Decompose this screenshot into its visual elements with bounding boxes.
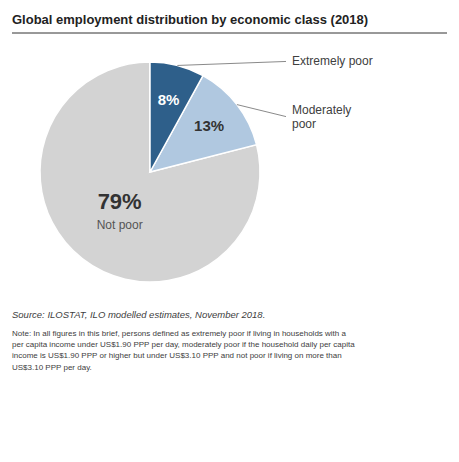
data-label: 79% — [98, 189, 142, 214]
source: Source: ILOSTAT, ILO modelled estimates,… — [12, 309, 265, 320]
title: Global employment distribution by econom… — [12, 12, 368, 27]
data-label: 13% — [194, 117, 224, 134]
category-label: Moderatelypoor — [292, 103, 351, 131]
pie-slice — [40, 62, 260, 282]
category-label: Extremely poor — [292, 54, 373, 68]
chart-container: Global employment distribution by econom… — [0, 0, 459, 462]
data-label: 8% — [158, 91, 180, 108]
pie — [40, 62, 260, 282]
chart-svg: Global employment distribution by econom… — [0, 0, 459, 462]
leader-line — [177, 61, 286, 65]
leader-line — [237, 105, 286, 117]
category-label: Not poor — [97, 218, 143, 232]
note: Note: In all figures in this brief, pers… — [12, 329, 355, 372]
title-rule — [12, 33, 447, 34]
